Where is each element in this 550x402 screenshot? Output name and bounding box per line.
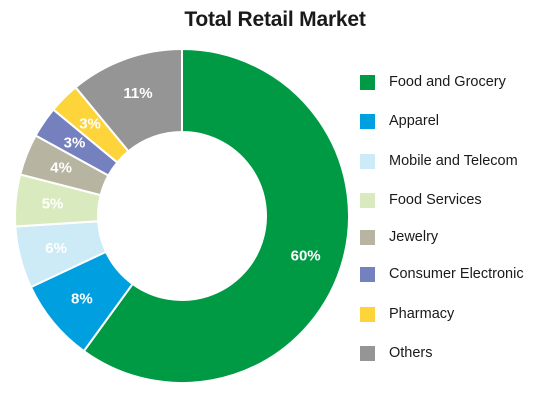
legend-label: Food and Grocery	[389, 74, 506, 90]
legend-swatch	[360, 266, 375, 282]
chart-title: Total Retail Market	[184, 8, 366, 31]
legend-label: Apparel	[389, 113, 439, 129]
slice-value-label: 5%	[42, 195, 64, 212]
legend-item: Others	[360, 343, 433, 363]
legend-item: Jewelry	[360, 227, 438, 247]
slice-food-and-grocery	[82, 47, 350, 384]
legend-label: Pharmacy	[389, 306, 455, 322]
slice-value-label: 8%	[71, 290, 93, 307]
legend-label: Food Services	[389, 192, 482, 208]
legend-label: Others	[389, 345, 433, 361]
legend-item: Food and Grocery	[360, 72, 506, 92]
legend-swatch	[360, 153, 375, 169]
slice-value-label: 6%	[45, 240, 67, 257]
legend-swatch	[360, 74, 375, 90]
legend-swatch	[360, 345, 375, 361]
legend-item: Mobile and Telecom	[360, 151, 518, 171]
legend-swatch	[360, 113, 375, 129]
slice-value-label: 3%	[79, 116, 101, 133]
legend-item: Apparel	[360, 111, 439, 131]
slice-value-label: 4%	[50, 160, 72, 177]
legend-item: Consumer Electronic	[360, 264, 524, 284]
legend-label: Jewelry	[389, 229, 439, 245]
legend-label: Consumer Electronic	[389, 266, 524, 282]
legend-swatch	[360, 229, 375, 245]
slice-others	[74, 47, 183, 153]
legend-item: Food Services	[360, 190, 482, 210]
slice-value-label: 60%	[291, 248, 321, 265]
legend-label: Mobile and Telecom	[389, 153, 518, 169]
legend-item: Pharmacy	[360, 304, 454, 324]
slice-value-label: 11%	[123, 85, 152, 102]
slice-value-label: 3%	[64, 134, 86, 151]
legend-swatch	[360, 192, 375, 208]
legend-swatch	[360, 306, 375, 322]
